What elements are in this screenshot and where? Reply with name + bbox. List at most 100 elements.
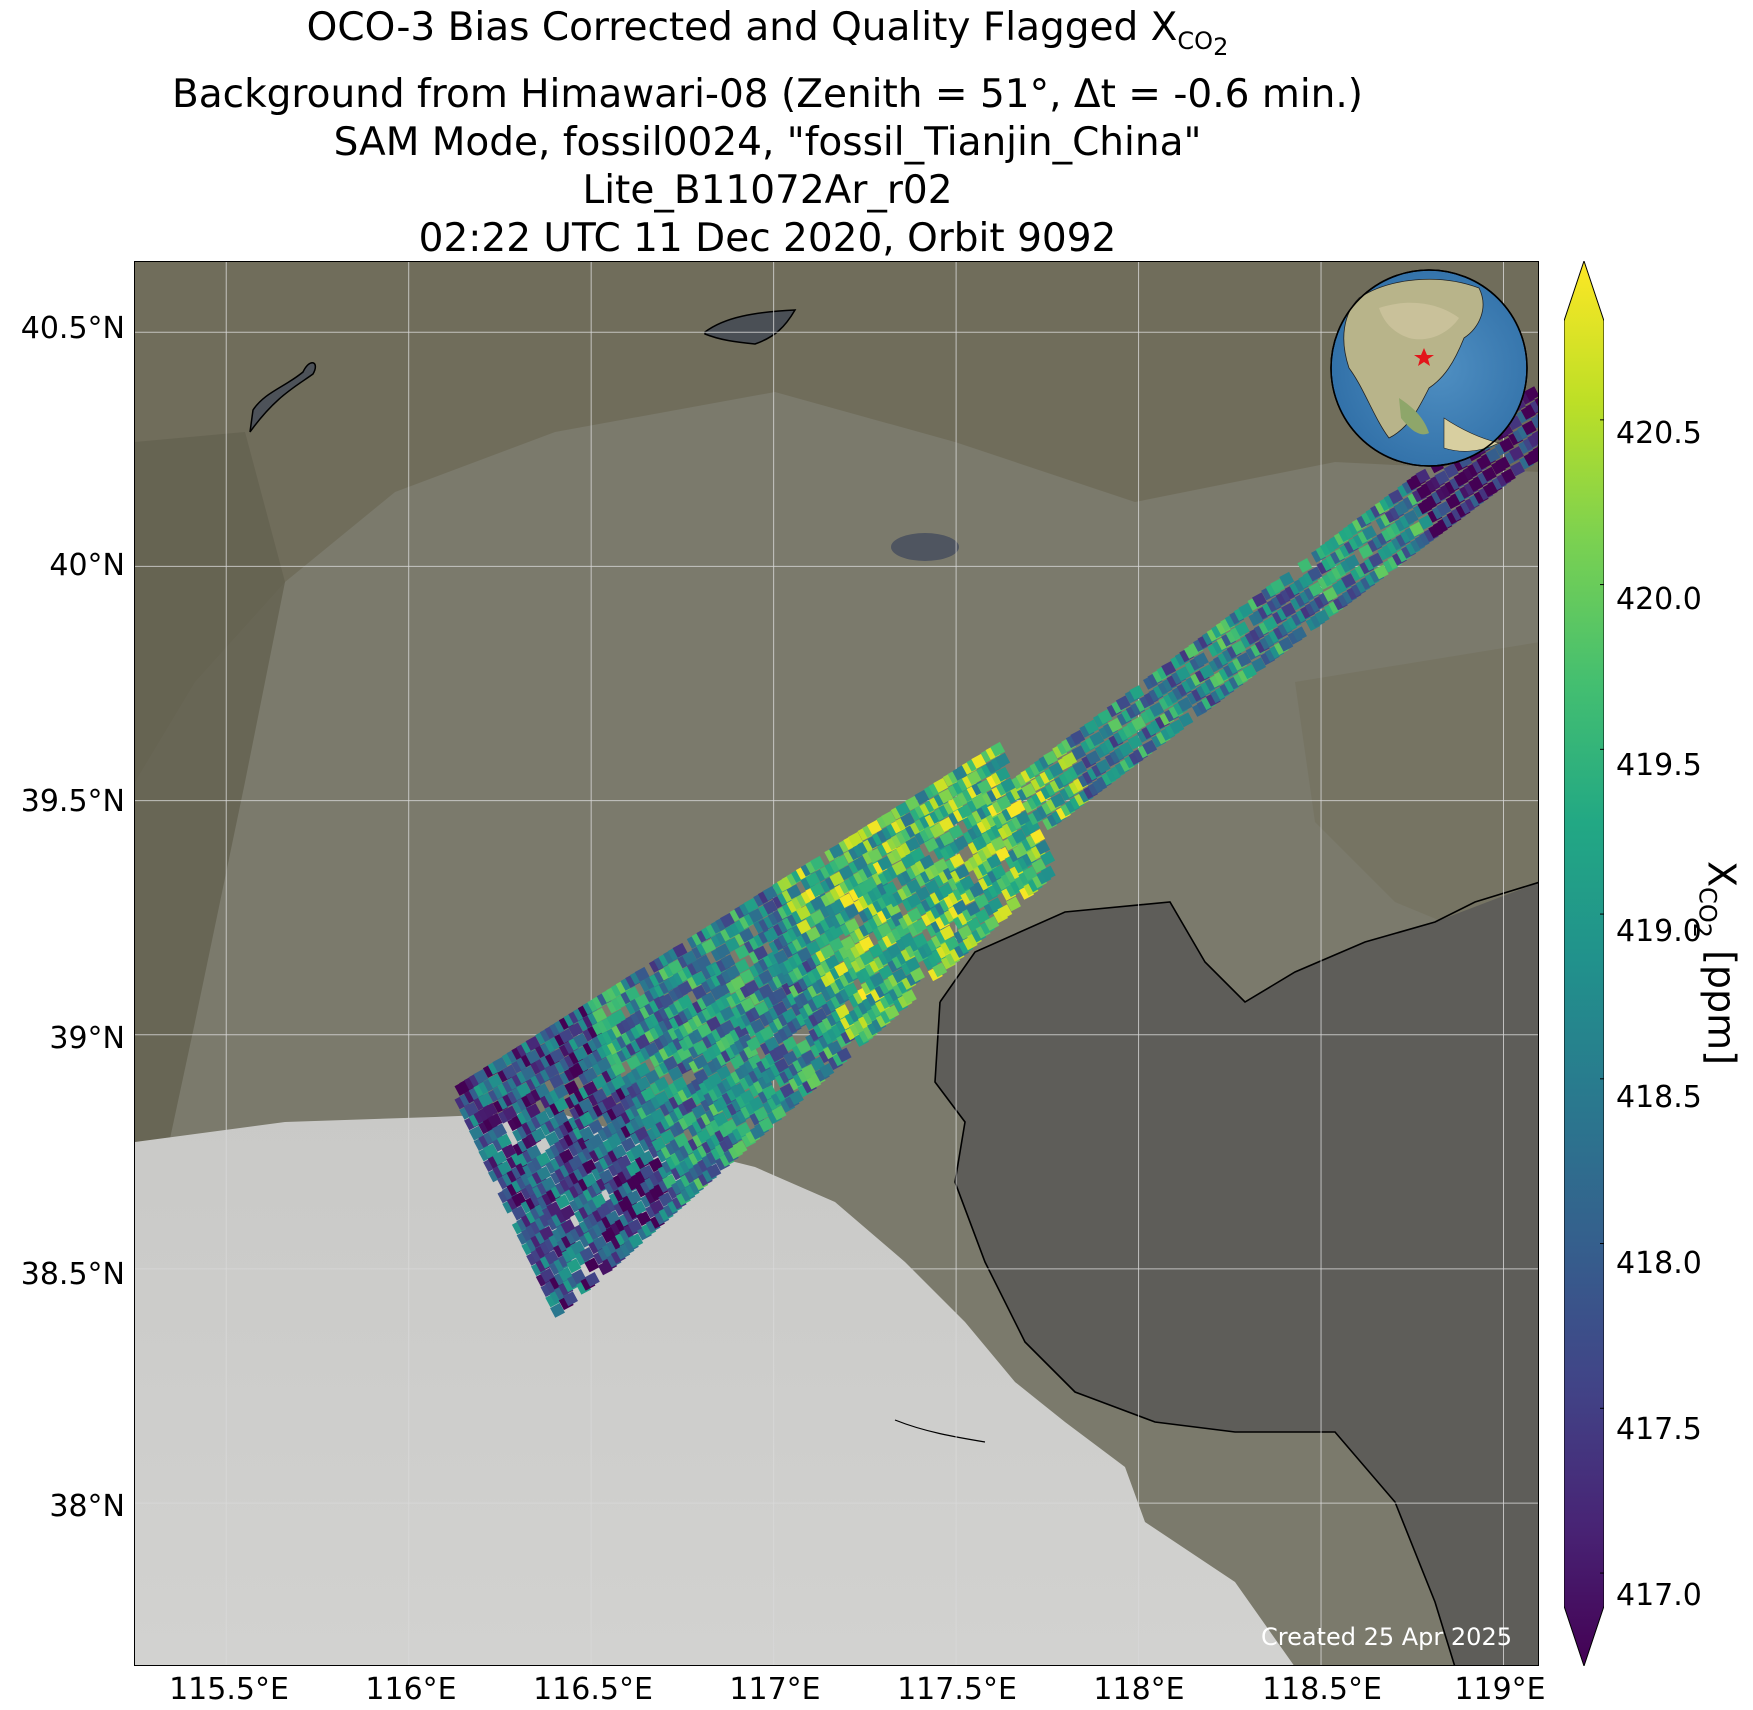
xco2-sounding-pixel bbox=[1010, 799, 1026, 815]
xco2-sounding-pixel bbox=[796, 919, 812, 935]
xco2-sounding-pixel bbox=[625, 986, 641, 1002]
xco2-sounding-pixel bbox=[626, 1055, 641, 1070]
xco2-sounding-pixel bbox=[1169, 719, 1185, 735]
xco2-sounding-pixel bbox=[715, 943, 731, 959]
xco2-sounding-pixel bbox=[1443, 463, 1459, 479]
colorbar bbox=[1564, 261, 1604, 1666]
xco2-sounding-pixel bbox=[836, 1047, 852, 1063]
xco2-sounding-pixel bbox=[732, 1140, 748, 1156]
lon-tick-label: 117.5°E bbox=[897, 1672, 1017, 1707]
xco2-sounding-pixel bbox=[1048, 762, 1064, 778]
xco2-sounding-pixel bbox=[725, 964, 741, 980]
xco2-sounding-pixel bbox=[716, 1065, 732, 1081]
xco2-sounding-pixel bbox=[644, 1041, 660, 1057]
lon-tick-label: 116°E bbox=[365, 1672, 457, 1707]
xco2-sounding-pixel bbox=[1142, 739, 1158, 755]
xco2-sounding-pixel bbox=[924, 879, 940, 895]
xco2-sounding-pixel bbox=[838, 865, 854, 881]
xco2-sounding-pixel bbox=[914, 789, 930, 805]
coastline-south bbox=[934, 1001, 1456, 1665]
title-line-1: OCO-3 Bias Corrected and Quality Flagged… bbox=[306, 5, 1229, 61]
xco2-sounding-pixel bbox=[764, 1036, 780, 1052]
xco2-sounding-pixel bbox=[1127, 734, 1143, 750]
colorbar-tick-label: 420.0 bbox=[1616, 582, 1702, 617]
xco2-sounding-pixel bbox=[974, 893, 990, 909]
xco2-sounding-pixel bbox=[988, 897, 1003, 913]
xco2-sounding-pixel bbox=[754, 1001, 770, 1017]
xco2-sounding-pixel bbox=[1129, 685, 1145, 701]
xco2-sounding-pixel bbox=[464, 1101, 479, 1117]
xco2-sounding-pixel bbox=[691, 971, 707, 987]
xco2-sounding-pixel bbox=[753, 945, 769, 961]
reservoir-north bbox=[704, 309, 797, 345]
xco2-sounding-pixel bbox=[525, 1036, 541, 1051]
xco2-sounding-pixel bbox=[611, 1009, 627, 1025]
xco2-sounding-pixel bbox=[487, 1113, 503, 1128]
xco2-sounding-pixel bbox=[1021, 783, 1037, 798]
xco2-sounding-pixel bbox=[672, 942, 688, 958]
xco2-sounding-pixel bbox=[995, 752, 1011, 768]
xco2-sounding-pixel bbox=[1322, 587, 1338, 602]
colorbar-tick-label: 418.0 bbox=[1616, 1246, 1702, 1281]
xco2-sounding-pixel bbox=[829, 843, 844, 859]
xco2-sounding-pixel bbox=[932, 962, 948, 978]
xco2-sounding-pixel bbox=[833, 854, 849, 870]
inset-globe bbox=[1330, 269, 1528, 467]
xco2-sounding-pixel bbox=[725, 937, 740, 953]
xco2-sounding-pixel bbox=[762, 885, 778, 901]
xco2-sounding-pixel bbox=[516, 1082, 532, 1098]
xco2-sounding-pixel bbox=[720, 912, 735, 928]
xco2-sounding-pixel bbox=[796, 905, 811, 921]
xco2-sounding-pixel bbox=[564, 1080, 580, 1096]
xco2-sounding-pixel bbox=[535, 1110, 551, 1126]
xco2-sounding-pixel bbox=[740, 997, 756, 1013]
xco2-sounding-pixel bbox=[1530, 413, 1538, 429]
xco2-sounding-pixel bbox=[588, 1119, 604, 1135]
xco2-sounding-pixel bbox=[573, 1032, 588, 1048]
xco2-sounding-pixel bbox=[939, 925, 955, 941]
xco2-sounding-pixel bbox=[734, 944, 750, 960]
xco2-sounding-pixel bbox=[715, 982, 730, 998]
xco2-sounding-pixel bbox=[1040, 865, 1056, 881]
xco2-sounding-pixel bbox=[829, 871, 845, 887]
xco2-sounding-pixel bbox=[701, 938, 717, 954]
xco2-sounding-pixel bbox=[1095, 758, 1111, 774]
xco2-sounding-pixel bbox=[588, 1133, 604, 1149]
xco2-sounding-pixel bbox=[877, 856, 893, 871]
xco2-sounding-pixel bbox=[744, 979, 760, 995]
xco2-sounding-pixel bbox=[1308, 581, 1324, 597]
xco2-sounding-pixel bbox=[938, 788, 954, 804]
xco2-sounding-pixel bbox=[748, 908, 764, 924]
colorbar-tick-label: 419.5 bbox=[1616, 748, 1702, 783]
lat-tick-label: 40.5°N bbox=[20, 311, 125, 346]
lon-tick-label: 116.5°E bbox=[533, 1672, 653, 1707]
xco2-sounding-pixel bbox=[965, 901, 981, 917]
lat-tick-label: 38.5°N bbox=[20, 1257, 125, 1292]
xco2-sounding-pixel bbox=[786, 884, 802, 900]
colorbar-tick-label: 420.5 bbox=[1616, 416, 1702, 451]
xco2-sounding-pixel bbox=[592, 1074, 608, 1090]
xco2-sounding-pixel bbox=[1030, 829, 1046, 844]
xco2-sounding-pixel bbox=[912, 933, 928, 949]
xco2-sounding-pixel bbox=[995, 766, 1011, 782]
xco2-sounding-pixel bbox=[1361, 525, 1377, 541]
xco2-sounding-pixel bbox=[654, 1076, 670, 1092]
xco2-sounding-pixel bbox=[553, 1084, 569, 1099]
northern-mountains bbox=[135, 262, 1538, 782]
xco2-sounding-pixel bbox=[906, 893, 922, 909]
xco2-sounding-pixel bbox=[1252, 592, 1267, 608]
xco2-sounding-pixel bbox=[650, 1108, 666, 1124]
xco2-sounding-pixel bbox=[583, 1081, 598, 1097]
xco2-sounding-pixel bbox=[696, 954, 712, 970]
xco2-sounding-pixel bbox=[1115, 695, 1131, 711]
xco2-sounding-pixel bbox=[1251, 657, 1267, 673]
xco2-sounding-pixel bbox=[771, 1105, 787, 1121]
xco2-sounding-pixel bbox=[1000, 777, 1016, 793]
xco2-sounding-pixel bbox=[844, 903, 860, 919]
xco2-sounding-pixel bbox=[1531, 428, 1538, 444]
xco2-sounding-pixel bbox=[1131, 715, 1147, 731]
map-canvas bbox=[135, 262, 1538, 1665]
xco2-sounding-pixel bbox=[654, 1090, 670, 1106]
xco2-sounding-pixel bbox=[1071, 745, 1087, 761]
created-note: Created 25 Apr 2025 bbox=[1260, 1623, 1512, 1651]
